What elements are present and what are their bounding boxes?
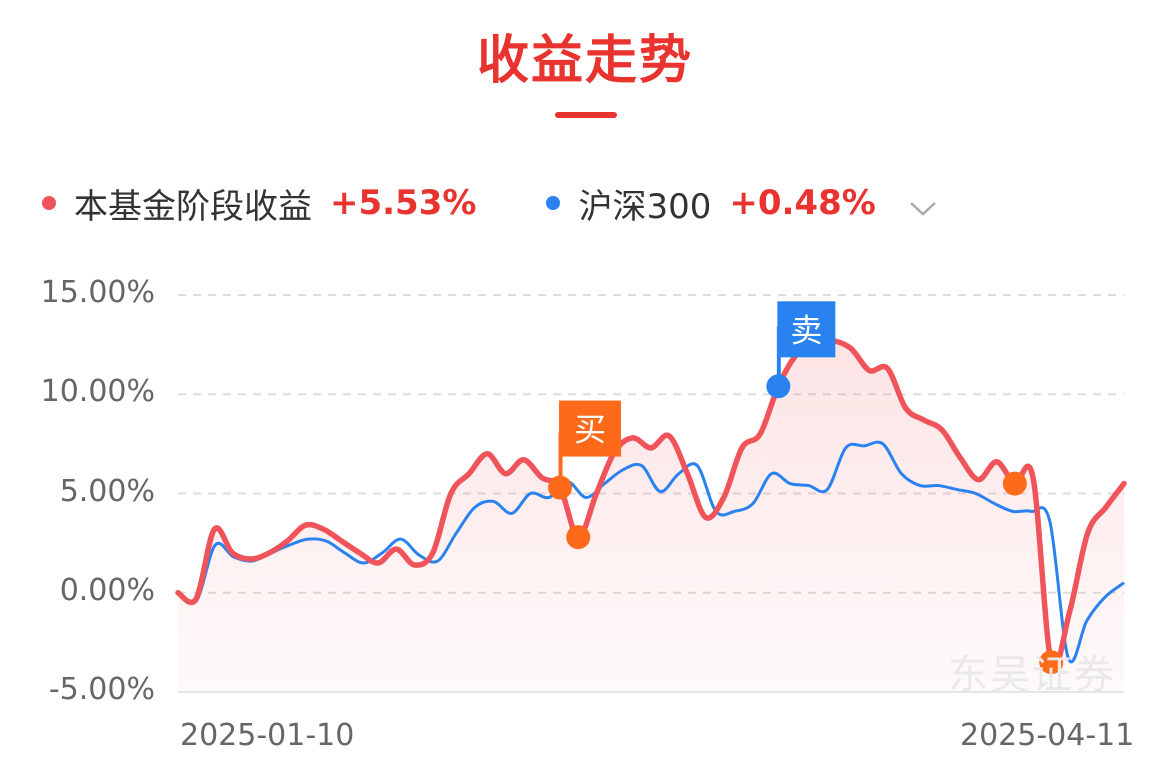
y-tick-label: 15.00% (40, 275, 155, 310)
index-series-line (177, 440, 1125, 664)
buy-flag-pole (558, 432, 563, 488)
page-title: 收益走势 (476, 31, 693, 91)
trade-point (1039, 650, 1064, 675)
chevron-down-icon[interactable] (908, 188, 936, 216)
fund-series-line (175, 337, 1127, 671)
y-tick-label: 0.00% (59, 572, 155, 608)
x-tick-label-end: 2025-04-11 (960, 718, 1135, 753)
buy-point (548, 475, 573, 500)
y-tick-label: 10.00% (40, 374, 155, 410)
trade-point (1002, 471, 1027, 496)
fund-legend-name: 本基金阶段收益 (74, 186, 312, 227)
index-legend-name: 沪深300 (578, 186, 712, 227)
y-tick-label: 5.00% (59, 473, 155, 509)
trade-point (566, 525, 591, 550)
sell-point (766, 374, 791, 399)
title-underline (555, 112, 617, 118)
x-tick-label-start: 2025-01-10 (180, 718, 355, 753)
buy-flag-label: 买 (574, 411, 606, 449)
fund-area (178, 340, 1124, 692)
buy-flag (559, 400, 622, 457)
watermark: 东吴证券 (948, 652, 1116, 698)
fund-legend-dot (42, 196, 56, 210)
fund-legend-value: +5.53% (330, 183, 477, 223)
sell-flag-label: 卖 (790, 311, 822, 349)
y-tick-label: -5.00% (48, 672, 155, 707)
sell-flag (777, 301, 836, 358)
legend: 本基金阶段收益 +5.53% 沪深300 +0.48% (42, 178, 936, 228)
index-legend-dot (546, 196, 561, 210)
index-legend-value: +0.48% (729, 183, 876, 223)
